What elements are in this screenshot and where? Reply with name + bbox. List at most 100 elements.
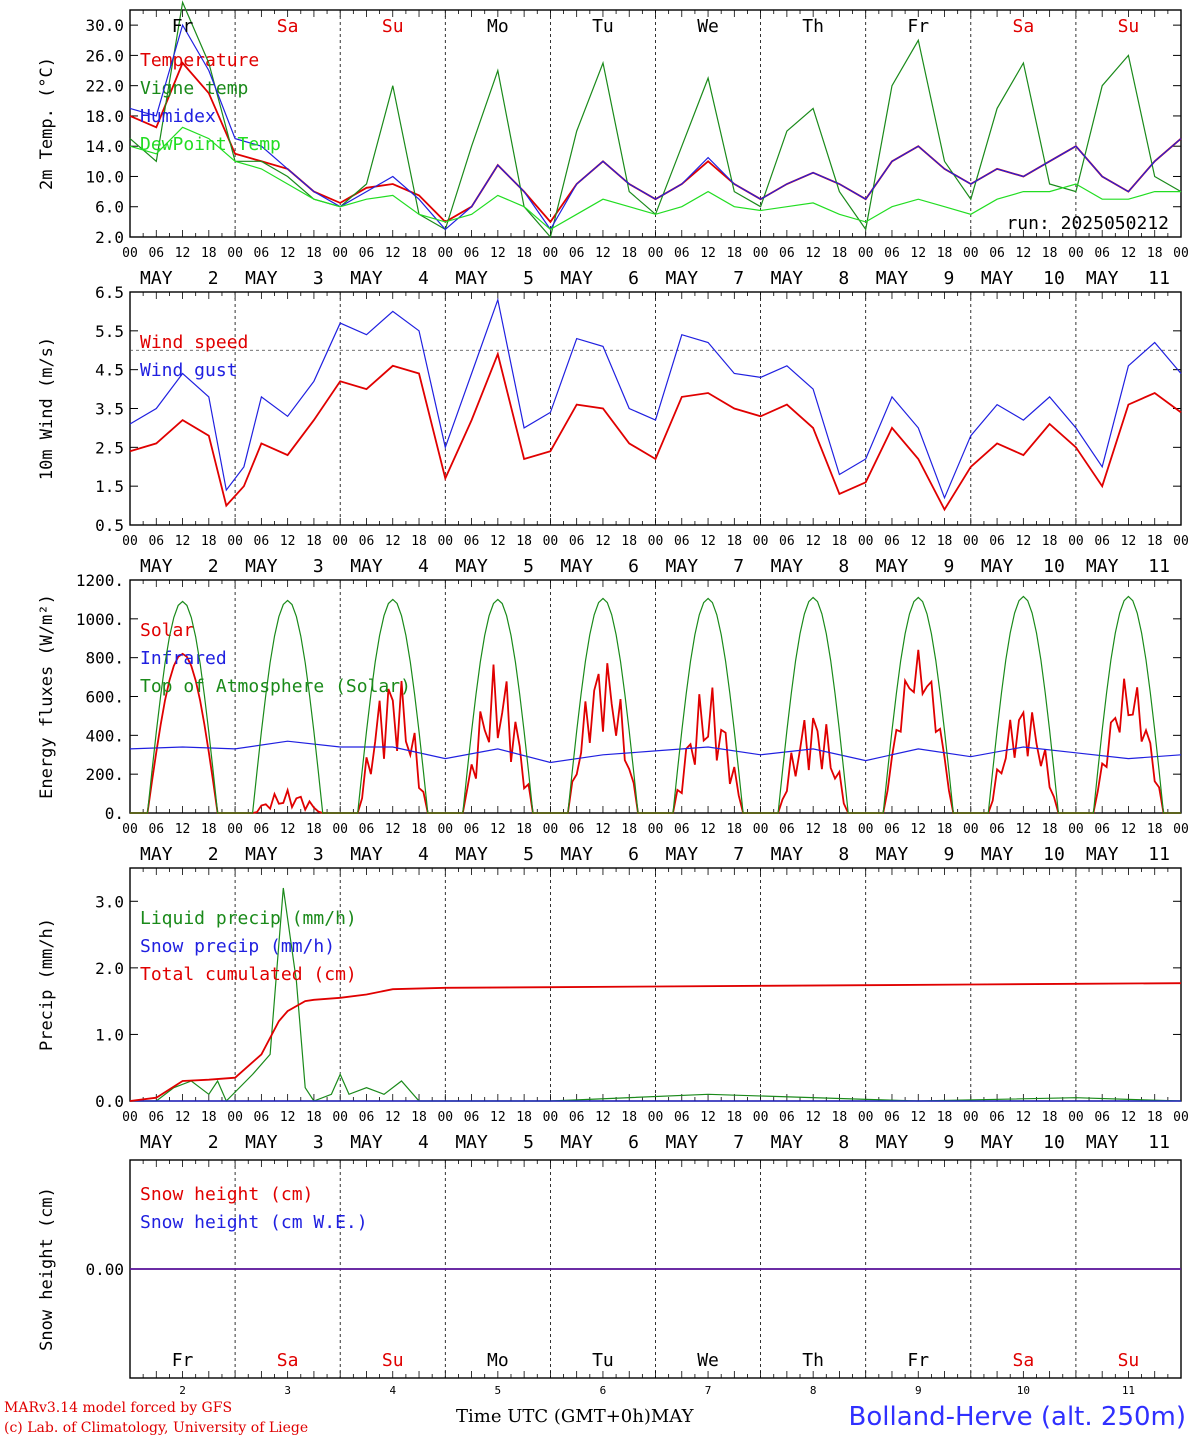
date-month-label: MAY — [981, 556, 1014, 577]
hour-tick-label: 06 — [148, 1110, 164, 1125]
date-day-label: 3 — [313, 556, 324, 577]
hour-tick-label: 06 — [148, 822, 164, 837]
hour-tick-label: 18 — [411, 246, 427, 261]
hour-tick-label: 06 — [884, 534, 900, 549]
date-day-label: 11 — [1148, 556, 1170, 577]
hour-tick-label: 12 — [1121, 534, 1137, 549]
hour-tick-label: 12 — [280, 246, 296, 261]
hour-tick-label: 18 — [1042, 1110, 1058, 1125]
hour-tick-label: 00 — [648, 534, 664, 549]
date-month-label: MAY — [876, 1132, 909, 1153]
hour-tick-label: 00 — [648, 822, 664, 837]
hour-tick-label: 12 — [1121, 1110, 1137, 1125]
hour-tick-label: 06 — [254, 246, 270, 261]
hour-tick-label: 00 — [122, 1110, 138, 1125]
legend-entry: Solar — [140, 620, 194, 641]
date-day-label: 2 — [208, 268, 219, 289]
weekday-label: Th — [802, 1350, 824, 1371]
hour-tick-label: 00 — [437, 1110, 453, 1125]
hour-tick-label: 00 — [122, 534, 138, 549]
y-tick-label: 0.00 — [85, 1260, 124, 1279]
series-dewpoint-temp — [129, 126, 1181, 231]
weekday-label: Su — [1118, 1350, 1140, 1371]
date-month-label: MAY — [245, 1132, 278, 1153]
hour-tick-label: 12 — [700, 534, 716, 549]
hour-tick-label: 12 — [805, 246, 821, 261]
date-day-label: 11 — [1148, 268, 1170, 289]
hour-tick-label: 06 — [674, 534, 690, 549]
hour-tick-label: 18 — [832, 822, 848, 837]
hour-tick-label: 00 — [437, 246, 453, 261]
date-month-label: MAY — [876, 268, 909, 289]
hour-tick-label: 00 — [648, 1110, 664, 1125]
hour-tick-label: 12 — [910, 246, 926, 261]
x-axis-title: Time UTC (GMT+0h) — [456, 1406, 651, 1427]
date-month-label: MAY — [350, 268, 383, 289]
hour-tick-label: 12 — [805, 1110, 821, 1125]
date-month-label: MAY — [140, 556, 173, 577]
day-number-label: 5 — [495, 1384, 502, 1397]
hour-tick-label: 06 — [779, 1110, 795, 1125]
hour-tick-label: 12 — [490, 534, 506, 549]
y-tick-label: 600. — [85, 688, 124, 707]
hour-tick-label: 18 — [306, 246, 322, 261]
hour-tick-label: 00 — [332, 246, 348, 261]
hour-tick-label: 18 — [621, 822, 637, 837]
hour-tick-label: 12 — [385, 246, 401, 261]
hour-tick-label: 12 — [175, 534, 191, 549]
run-annotation: run: 2025050212 — [1006, 213, 1169, 234]
y-tick-label: 6.0 — [95, 198, 124, 217]
hour-tick-label: 00 — [753, 1110, 769, 1125]
date-day-label: 6 — [628, 268, 639, 289]
date-day-label: 9 — [943, 556, 954, 577]
hour-tick-label: 18 — [201, 534, 217, 549]
weekday-label: Tu — [592, 1350, 614, 1371]
hour-tick-label: 06 — [884, 246, 900, 261]
hour-tick-label: 00 — [227, 534, 243, 549]
legend-entry: Infrared — [140, 648, 227, 669]
hour-tick-label: 06 — [884, 822, 900, 837]
date-day-label: 4 — [418, 556, 429, 577]
weekday-label: Su — [382, 16, 404, 37]
date-month-label: MAY — [666, 844, 699, 865]
weekday-label: Fr — [907, 1350, 929, 1371]
hour-tick-label: 06 — [359, 246, 375, 261]
hour-tick-label: 12 — [490, 1110, 506, 1125]
y-axis-label: Snow height (cm) — [37, 1187, 57, 1351]
hour-tick-label: 12 — [280, 534, 296, 549]
date-month-label: MAY — [771, 268, 804, 289]
date-day-label: 3 — [313, 844, 324, 865]
hour-tick-label: 18 — [516, 246, 532, 261]
y-tick-label: 30.0 — [85, 16, 124, 35]
hour-tick-label: 06 — [674, 822, 690, 837]
hour-tick-label: 06 — [1094, 1110, 1110, 1125]
hour-tick-label: 00 — [858, 1110, 874, 1125]
hour-tick-label: 06 — [989, 822, 1005, 837]
hour-tick-label: 00 — [332, 822, 348, 837]
hour-tick-label: 06 — [569, 1110, 585, 1125]
hour-tick-label: 00 — [543, 246, 559, 261]
date-day-label: 2 — [208, 1132, 219, 1153]
y-axis-label: Energy fluxes (W/m²) — [37, 594, 57, 799]
y-tick-label: 26.0 — [85, 46, 124, 65]
date-month-label: MAY — [771, 844, 804, 865]
hour-tick-label: 18 — [411, 1110, 427, 1125]
weekday-label: Fr — [907, 16, 929, 37]
date-day-label: 5 — [523, 844, 534, 865]
weekday-label: Th — [802, 16, 824, 37]
hour-tick-label: 12 — [1016, 1110, 1032, 1125]
hour-tick-label: 12 — [1121, 246, 1137, 261]
weekday-label: Sa — [277, 16, 299, 37]
hour-tick-label: 18 — [937, 1110, 953, 1125]
legend-entry: Wind gust — [140, 360, 238, 381]
y-tick-label: 200. — [85, 765, 124, 784]
hour-tick-label: 06 — [1094, 246, 1110, 261]
hour-tick-label: 12 — [385, 822, 401, 837]
date-month-label: MAY — [455, 268, 488, 289]
date-day-label: 10 — [1043, 844, 1065, 865]
station-name: Bolland-Herve (alt. 250m) — [848, 1402, 1187, 1432]
hour-tick-label: 00 — [963, 246, 979, 261]
date-day-label: 10 — [1043, 556, 1065, 577]
hour-tick-label: 06 — [464, 534, 480, 549]
hour-tick-label: 18 — [726, 1110, 742, 1125]
